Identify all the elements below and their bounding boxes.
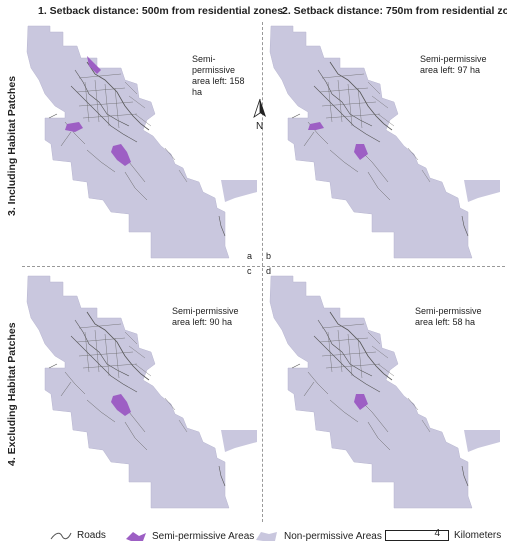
horizontal-divider — [22, 266, 505, 267]
semi-permissive-patch — [308, 122, 324, 130]
legend-semi-permissive: Semi-permissive Areas — [125, 530, 254, 542]
map-panel-c: Semi-permissive area left: 90 ha c — [25, 266, 257, 512]
scale-bar: 4 — [385, 528, 449, 541]
area-left-text: Semi-permissive area left: 158 ha — [192, 54, 245, 97]
panel-letter: d — [266, 266, 272, 276]
map-panel-a: Semi-permissive area left: 158 ha a — [25, 22, 257, 262]
area-left-text: Semi-permissive area left: 90 ha — [172, 306, 239, 327]
semi-permissive-patch — [354, 394, 368, 410]
panel-letter: c — [247, 266, 252, 276]
legend-roads: Roads — [50, 530, 106, 541]
road-line-icon — [50, 532, 72, 539]
legend-scale: 4 Kilometers — [385, 528, 501, 541]
vertical-divider — [262, 22, 263, 522]
column-title-1: 1. Setback distance: 500m from residenti… — [38, 5, 284, 17]
row-title-3: 3. Including Habitat Patches — [6, 75, 18, 216]
semi-permissive-patch — [111, 144, 131, 166]
map-panel-b: Semi-permissive area left: 97 ha b — [266, 22, 500, 262]
column-title-2: 2. Setback distance: 750m from residenti… — [282, 5, 507, 17]
panel-letter: a — [247, 251, 253, 261]
north-label: N — [256, 121, 264, 132]
legend: Roads Semi-permissive Areas Non-permissi… — [0, 528, 507, 548]
semi-permissive-patch — [87, 56, 101, 74]
semi-permissive-swatch-icon — [126, 532, 146, 541]
north-arrow-icon — [253, 98, 266, 118]
semi-permissive-patch — [111, 394, 131, 416]
panel-letter: b — [266, 251, 272, 261]
area-left-text: Semi-permissive area left: 58 ha — [415, 306, 482, 327]
semi-permissive-patch — [65, 122, 83, 132]
row-title-4: 4. Excluding Habitat Patches — [6, 322, 18, 466]
semi-permissive-patch — [354, 144, 368, 160]
area-left-text: Semi-permissive area left: 97 ha — [420, 54, 487, 75]
non-permissive-swatch-icon — [256, 532, 277, 541]
map-panel-d: Semi-permissive area left: 58 ha d — [266, 266, 500, 512]
legend-non-permissive: Non-permissive Areas — [255, 530, 382, 542]
